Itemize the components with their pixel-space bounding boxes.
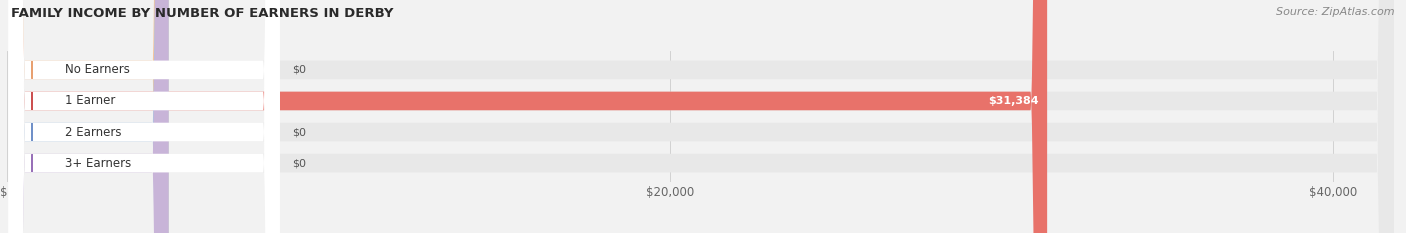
FancyBboxPatch shape bbox=[8, 0, 280, 233]
FancyBboxPatch shape bbox=[8, 0, 280, 233]
Text: No Earners: No Earners bbox=[66, 63, 131, 76]
FancyBboxPatch shape bbox=[8, 0, 280, 233]
FancyBboxPatch shape bbox=[8, 0, 1047, 233]
FancyBboxPatch shape bbox=[8, 0, 1393, 233]
Text: $31,384: $31,384 bbox=[988, 96, 1039, 106]
FancyBboxPatch shape bbox=[8, 0, 169, 233]
FancyBboxPatch shape bbox=[8, 0, 280, 233]
FancyBboxPatch shape bbox=[8, 0, 1393, 233]
Text: FAMILY INCOME BY NUMBER OF EARNERS IN DERBY: FAMILY INCOME BY NUMBER OF EARNERS IN DE… bbox=[11, 7, 394, 20]
Text: $0: $0 bbox=[292, 65, 307, 75]
FancyBboxPatch shape bbox=[8, 0, 1393, 233]
Text: $0: $0 bbox=[292, 127, 307, 137]
FancyBboxPatch shape bbox=[8, 0, 169, 233]
Text: 2 Earners: 2 Earners bbox=[66, 126, 122, 139]
Text: 1 Earner: 1 Earner bbox=[66, 94, 115, 107]
Text: Source: ZipAtlas.com: Source: ZipAtlas.com bbox=[1277, 7, 1395, 17]
FancyBboxPatch shape bbox=[8, 0, 1393, 233]
Text: 3+ Earners: 3+ Earners bbox=[66, 157, 132, 170]
FancyBboxPatch shape bbox=[8, 0, 169, 233]
Text: $0: $0 bbox=[292, 158, 307, 168]
